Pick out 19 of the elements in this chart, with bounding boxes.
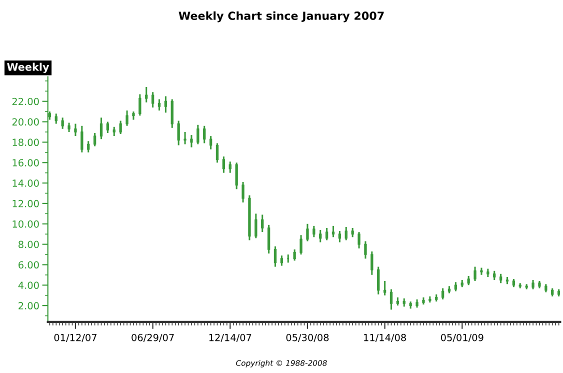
y-tick-label: 4.00 [18, 282, 39, 289]
y-tick-label: 20.00 [12, 118, 39, 126]
x-tick-label: 06/29/07 [132, 334, 174, 342]
y-tick-label: 8.00 [18, 240, 39, 248]
x-tick-label: 12/14/07 [209, 334, 252, 342]
y-tick-label: 2.00 [18, 302, 39, 310]
x-tick-label: 01/12/07 [54, 334, 96, 342]
y-tick-label: 16.00 [12, 159, 39, 166]
chart-title: Weekly Chart since January 2007 [178, 11, 384, 22]
y-tick-label: 12.00 [12, 200, 39, 208]
x-tick-label: 05/01/09 [440, 334, 484, 342]
x-tick-label: 11/14/08 [364, 334, 406, 342]
y-tick-label: 10.00 [12, 220, 39, 228]
x-tick-label: 05/30/08 [286, 334, 329, 342]
y-tick-label: 18.00 [12, 138, 39, 146]
y-tick-label: 14.00 [12, 180, 39, 187]
text: Weekly [7, 62, 50, 73]
y-tick-label: 22.00 [12, 98, 39, 106]
y-tick-label: 6.00 [18, 261, 39, 269]
